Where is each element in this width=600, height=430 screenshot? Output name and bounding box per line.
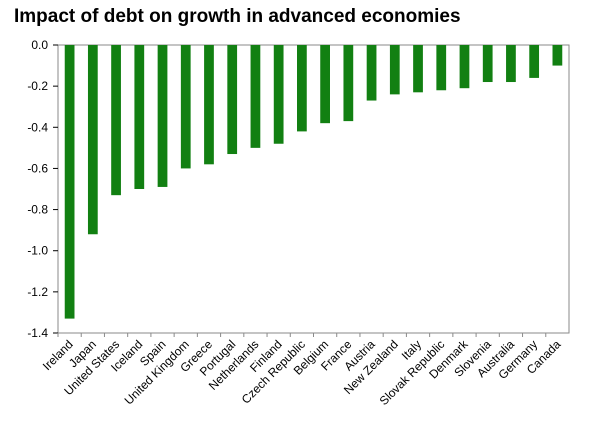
bar-series xyxy=(64,45,563,319)
y-tick-label: 0.0 xyxy=(31,38,48,52)
bar xyxy=(180,45,191,169)
bar xyxy=(413,45,423,93)
bar xyxy=(64,45,75,319)
bar xyxy=(436,45,447,91)
y-tick-label: -0.4 xyxy=(27,120,48,134)
bar xyxy=(273,45,284,144)
bar xyxy=(87,45,98,235)
chart-title: Impact of debt on growth in advanced eco… xyxy=(14,6,461,27)
bar xyxy=(389,45,400,95)
bar xyxy=(552,45,563,66)
y-tick-label: -1.0 xyxy=(27,244,48,258)
bar xyxy=(320,45,330,124)
bar xyxy=(157,45,168,187)
y-tick-label: -0.6 xyxy=(27,161,48,175)
bar xyxy=(459,45,470,89)
y-tick-label: -1.4 xyxy=(27,326,48,340)
y-tick-label: -0.8 xyxy=(27,203,48,217)
y-tick-label: -1.2 xyxy=(27,285,48,299)
bar xyxy=(134,45,145,189)
bar xyxy=(529,45,540,78)
bar xyxy=(227,45,238,155)
bar xyxy=(250,45,261,148)
bar xyxy=(366,45,377,101)
bar xyxy=(297,45,307,132)
y-tick-label: -0.2 xyxy=(27,79,48,93)
bar xyxy=(111,45,121,196)
bar xyxy=(482,45,493,83)
bar xyxy=(204,45,214,165)
bar xyxy=(506,45,516,83)
y-axis-ticks: 0.0 -0.2 -0.4 -0.6 -0.8 -1.0 -1.2 -1.4 xyxy=(27,38,58,340)
bar xyxy=(343,45,354,122)
